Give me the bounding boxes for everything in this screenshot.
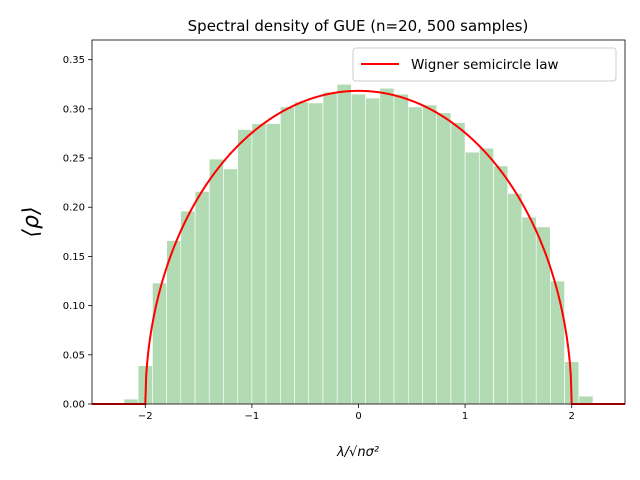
y-tick-label: 0.20 — [63, 203, 85, 214]
histogram-bar — [294, 101, 310, 405]
histogram-bars — [123, 83, 594, 405]
x-axis: −2 −1 0 1 2 — [138, 404, 575, 422]
legend: Wigner semicircle law — [352, 47, 617, 82]
histogram-bar — [550, 280, 565, 405]
histogram-bar — [422, 104, 437, 405]
histogram-bar — [578, 395, 594, 405]
histogram-bar — [280, 106, 295, 405]
x-tick-label: 0 — [355, 411, 361, 422]
legend-label-wigner-semicircle: Wigner semicircle law — [411, 57, 559, 73]
histogram-bar — [194, 191, 210, 405]
y-tick-label: 0.35 — [63, 55, 85, 66]
chart-title: Spectral density of GUE (n=20, 500 sampl… — [188, 17, 529, 35]
y-tick-label: 0.10 — [63, 301, 85, 312]
x-tick-label: −2 — [138, 411, 153, 422]
histogram-bar — [208, 158, 224, 405]
histogram-bar — [450, 122, 466, 405]
histogram-bar — [393, 93, 409, 405]
y-axis: 0.00 0.05 0.10 0.15 0.20 0.25 0.30 0.35 — [63, 55, 92, 411]
histogram-bar — [379, 87, 395, 405]
histogram-bar — [180, 210, 196, 405]
y-tick-label: 0.25 — [63, 154, 85, 165]
histogram-bar — [336, 83, 352, 405]
histogram-bar — [166, 240, 182, 405]
y-tick-label: 0.30 — [63, 104, 85, 115]
histogram-bar — [507, 193, 523, 405]
histogram-bar — [436, 112, 452, 405]
y-tick-label: 0.05 — [63, 350, 85, 361]
histogram-bar — [464, 151, 480, 405]
histogram-bar — [521, 216, 537, 405]
x-tick-label: 2 — [569, 411, 575, 422]
y-tick-label: 0.15 — [63, 252, 85, 263]
histogram-bar — [308, 102, 324, 405]
histogram-bar — [223, 168, 239, 405]
histogram-bar — [365, 97, 381, 405]
x-axis-label: λ/√nσ² — [336, 445, 379, 460]
histogram-bar — [493, 165, 509, 405]
y-axis-label: ⟨ρ⟩ — [19, 206, 44, 237]
histogram-bar — [265, 123, 281, 405]
histogram-bar — [478, 147, 494, 405]
series-line-wigner-semicircle — [92, 89, 625, 405]
legend-box — [352, 47, 617, 82]
histogram-bar — [251, 123, 267, 405]
histogram-bar — [351, 93, 366, 405]
histogram-bar — [237, 129, 253, 405]
histogram-bar — [407, 106, 423, 405]
histogram-bar — [535, 226, 551, 405]
x-tick-label: 1 — [462, 411, 468, 422]
histogram-bar — [152, 282, 167, 405]
histogram-bar — [322, 91, 338, 405]
x-tick-label: −1 — [245, 411, 260, 422]
y-tick-label: 0.00 — [63, 400, 85, 411]
